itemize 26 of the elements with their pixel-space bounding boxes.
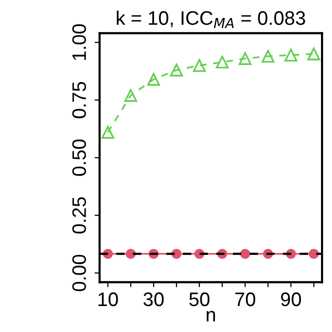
x-tick-label: 50: [189, 292, 210, 306]
x-axis-title: n: [206, 310, 215, 322]
point: [170, 64, 183, 76]
point: [308, 248, 319, 259]
point: [124, 89, 138, 102]
point: [171, 248, 182, 259]
point: [238, 52, 252, 65]
x-tick-label: 70: [235, 292, 256, 306]
point: [192, 59, 206, 72]
chart-title: k = 10, ICC$_{MA}$ = 0.083: [116, 10, 306, 28]
point: [284, 48, 298, 62]
point: [216, 56, 229, 68]
y-tick-label: 0.50: [72, 140, 86, 176]
point: [240, 248, 250, 259]
x-tick-label: 90: [281, 292, 301, 306]
point: [101, 126, 114, 139]
point: [126, 248, 136, 259]
y-tick-label: 0.25: [72, 197, 86, 234]
x-tick-label: 10: [98, 292, 118, 306]
point: [147, 72, 160, 86]
point: [307, 48, 320, 60]
point: [262, 50, 274, 63]
y-tick-label: 0.00: [72, 254, 86, 292]
y-tick-label: 1.00: [72, 24, 86, 60]
y-tick-label: 0.75: [72, 82, 86, 118]
x-tick-label: 30: [144, 292, 164, 306]
